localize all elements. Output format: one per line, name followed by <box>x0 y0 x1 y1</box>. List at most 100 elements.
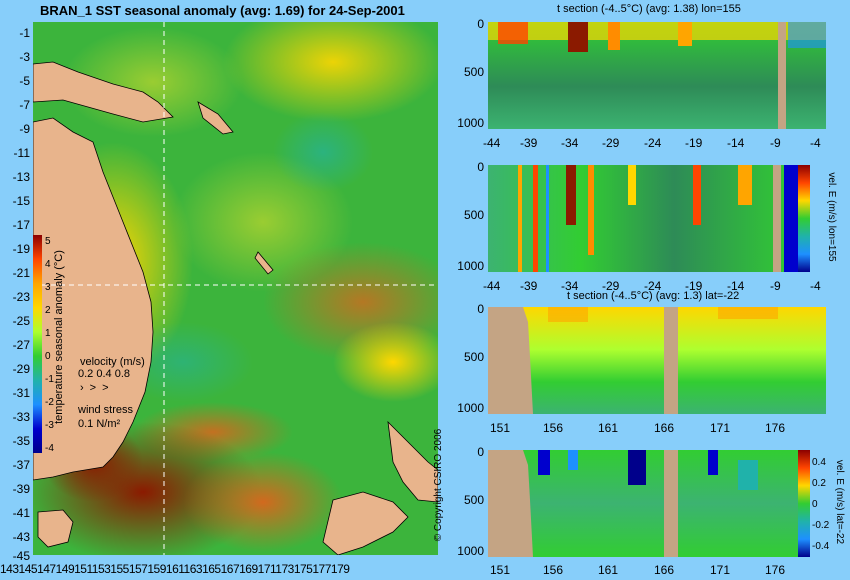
panel1-title: t section (-4..5°C) (avg: 1.38) lon=155 <box>557 3 741 15</box>
lon-tick: 155 <box>110 562 129 576</box>
lon-tick: 179 <box>330 562 350 576</box>
p1-ytick: 0 <box>477 17 484 31</box>
vel-colorbar-1-label: vel. E (m/s) lon=155 <box>826 172 837 262</box>
lat-axis: -1 -3 -5 -7 -9 -11 -13 -15 -17 -19 -21 -… <box>0 22 33 563</box>
p2-xtick: -4 <box>810 279 821 293</box>
p2-ytick: 500 <box>463 208 484 222</box>
lon-tick: 175 <box>293 562 313 576</box>
lat-tick: -43 <box>12 530 30 544</box>
p4-xtick: 161 <box>598 563 619 577</box>
sst-colorbar-ticks: 5 4 3 2 1 0 -1 -2 -3 -4 <box>45 230 63 460</box>
lon-tick: 161 <box>165 562 184 576</box>
p2-ytick: 1000 <box>457 259 484 273</box>
new-caledonia <box>254 251 274 275</box>
vel-tick: -0.4 <box>812 541 830 552</box>
p2-xtick: -9 <box>770 279 781 293</box>
p2-xtick: -34 <box>561 279 579 293</box>
lon-tick: 149 <box>55 562 75 576</box>
p1-xtick: -24 <box>644 136 662 150</box>
panel2-section <box>488 165 798 272</box>
lon-tick: 177 <box>312 562 331 576</box>
p4-xtick: 176 <box>765 563 786 577</box>
map-title: BRAN_1 SST seasonal anomaly (avg: 1.69) … <box>40 3 405 18</box>
lat-tick: -17 <box>12 218 30 232</box>
p1-xtick: -14 <box>727 136 745 150</box>
p3-xtick: 151 <box>490 421 511 435</box>
p3-xtick: 156 <box>543 421 564 435</box>
velocity-legend-values: 0.2 0.4 0.8 <box>78 368 130 380</box>
cbar-tick: 0 <box>45 351 51 362</box>
lat-tick: -3 <box>19 50 30 64</box>
lon-axis: 1431451471491511531551571591611631651671… <box>0 562 440 578</box>
p1-xtick: -39 <box>520 136 538 150</box>
sst-anomaly-map <box>33 22 438 555</box>
cbar-tick: -2 <box>45 397 54 408</box>
lat-tick: -15 <box>12 194 30 208</box>
panel3-title: t section (-4..5°C) (avg: 1.3) lat=-22 <box>567 290 740 302</box>
lon-tick: 153 <box>91 562 111 576</box>
p4-ytick: 500 <box>463 493 484 507</box>
p2-xtick: -29 <box>602 279 620 293</box>
lat-tick: -11 <box>13 146 30 160</box>
tasmania-land <box>37 509 74 548</box>
p1-xtick: -44 <box>483 136 501 150</box>
copyright: © Copyright CSIRO 2006 <box>433 428 444 542</box>
p4-ytick: 1000 <box>457 544 484 558</box>
cbar-tick: 4 <box>45 259 51 270</box>
lat-tick: -1 <box>19 26 30 40</box>
lat-tick: -23 <box>12 290 30 304</box>
sst-colorbar <box>33 235 42 453</box>
p4-xtick: 171 <box>710 563 731 577</box>
velocity-legend-title: velocity (m/s) <box>80 356 145 368</box>
sst-colorbar-label: temperature seasonal anomaly (°C) <box>53 250 65 424</box>
lat-tick: -13 <box>12 170 30 184</box>
p1-xtick: -19 <box>685 136 703 150</box>
panel1-section <box>488 22 826 129</box>
cbar-tick: -4 <box>45 443 54 454</box>
vel-colorbar-2-ticks: 0.4 0.2 0 -0.2 -0.4 <box>812 452 838 559</box>
lat-tick: -5 <box>19 74 30 88</box>
lon-tick: 165 <box>202 562 221 576</box>
cbar-tick: 2 <box>45 305 51 316</box>
lon-tick: 163 <box>183 562 203 576</box>
p1-xtick: -4 <box>810 136 821 150</box>
vel-tick: 0.4 <box>812 457 826 468</box>
nz-south-island <box>322 491 409 555</box>
p1-xtick: -34 <box>561 136 579 150</box>
p2-xtick: -19 <box>685 279 703 293</box>
lon-tick: 159 <box>147 562 166 576</box>
lon-tick: 173 <box>275 562 294 576</box>
panel3-section <box>488 307 826 414</box>
velocity-legend-arrows: ›>> <box>80 382 115 394</box>
lat-tick: -19 <box>12 242 30 256</box>
p3-xtick: 166 <box>654 421 675 435</box>
lat-tick: -21 <box>12 266 30 280</box>
australia-land <box>33 117 154 481</box>
p1-ytick: 500 <box>463 65 484 79</box>
p2-ytick: 0 <box>477 160 484 174</box>
vel-colorbar-2 <box>798 450 810 557</box>
lat-tick: -41 <box>12 506 30 520</box>
new-guinea-land <box>33 61 174 123</box>
lat-tick: -31 <box>12 386 30 400</box>
p4-xtick: 156 <box>543 563 564 577</box>
cbar-tick: -1 <box>45 374 54 385</box>
p1-xtick: -29 <box>602 136 620 150</box>
lat-tick: -27 <box>12 338 30 352</box>
cbar-tick: -3 <box>45 420 54 431</box>
p4-ytick: 0 <box>477 445 484 459</box>
solomon-islands <box>197 101 234 135</box>
lat-tick: -29 <box>12 362 30 376</box>
p1-ytick: 1000 <box>457 116 484 130</box>
p1-xtick: -9 <box>770 136 781 150</box>
p3-ytick: 1000 <box>457 401 484 415</box>
cbar-tick: 1 <box>45 328 51 339</box>
wind-legend-line1: wind stress <box>78 404 134 416</box>
p2-xtick: -14 <box>727 279 745 293</box>
lat-tick: -25 <box>12 314 30 328</box>
wind-legend-line2: 0.1 N/m² <box>78 418 121 430</box>
p4-xtick: 151 <box>490 563 511 577</box>
cbar-tick: 5 <box>45 236 51 247</box>
vel-tick: 0 <box>812 499 818 510</box>
p3-xtick: 171 <box>710 421 731 435</box>
